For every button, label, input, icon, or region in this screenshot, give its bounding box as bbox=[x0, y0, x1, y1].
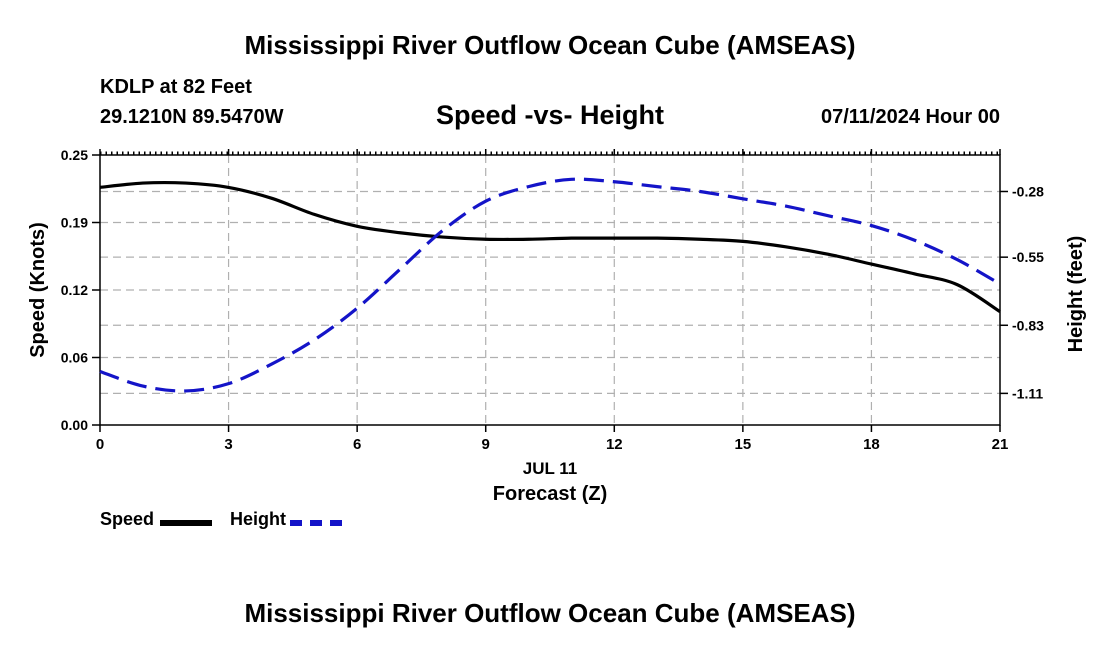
y-left-axis-label: Speed (Knots) bbox=[27, 222, 49, 358]
y-right-tick-label: -0.28 bbox=[1012, 183, 1044, 199]
y-left-tick-label: 0.19 bbox=[61, 215, 88, 231]
x-date-label: JUL 11 bbox=[523, 459, 578, 478]
x-tick-label: 15 bbox=[735, 436, 752, 453]
y-left-tick-label: 0.00 bbox=[61, 417, 88, 433]
chart-subtitle: Speed -vs- Height bbox=[435, 100, 665, 130]
page-title: Mississippi River Outflow Ocean Cube (AM… bbox=[244, 30, 856, 60]
legend-height-label: Height bbox=[230, 509, 286, 529]
x-tick-label: 12 bbox=[606, 436, 623, 453]
x-tick-label: 9 bbox=[482, 436, 490, 453]
forecast-datetime: 07/11/2024 Hour 00 bbox=[820, 106, 1000, 128]
y-right-tick-label: -0.83 bbox=[1012, 317, 1044, 333]
legend-speed-swatch bbox=[160, 520, 212, 526]
legend-speed-label: Speed bbox=[100, 509, 155, 529]
y-right-tick-label: -0.55 bbox=[1012, 249, 1044, 265]
height-series-line bbox=[99, 177, 1001, 393]
x-tick-label: 6 bbox=[353, 436, 361, 453]
y-right-axis-label: Height (feet) bbox=[1065, 236, 1087, 353]
y-left-tick-label: 0.06 bbox=[61, 350, 88, 366]
legend-height-swatch bbox=[290, 520, 342, 526]
y-left-tick-label: 0.12 bbox=[61, 282, 88, 298]
x-axis-label: Forecast (Z) bbox=[493, 483, 607, 505]
x-tick-label: 21 bbox=[992, 436, 1009, 453]
footer-title: Mississippi River Outflow Ocean Cube (AM… bbox=[244, 598, 856, 628]
station-label: KDLP at 82 Feet bbox=[100, 76, 252, 98]
x-tick-label: 0 bbox=[96, 436, 104, 453]
y-right-tick-label: -1.11 bbox=[1012, 385, 1043, 401]
x-tick-label: 18 bbox=[863, 436, 880, 453]
x-tick-label: 3 bbox=[224, 436, 232, 453]
speed-series-line bbox=[99, 180, 1001, 313]
y-left-tick-label: 0.25 bbox=[61, 147, 88, 163]
coordinates-label: 29.1210N 89.5470W bbox=[100, 106, 284, 128]
